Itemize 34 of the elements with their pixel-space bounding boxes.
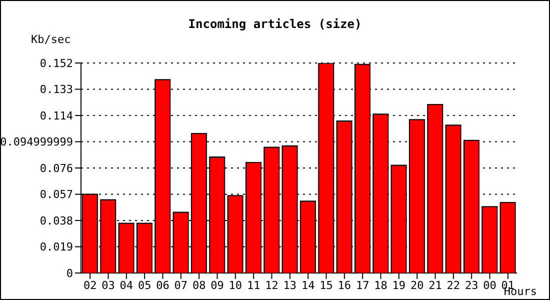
x-tick-label: 02 — [83, 278, 97, 292]
y-axis-title: Kb/sec — [31, 33, 71, 46]
chart-title: Incoming articles (size) — [187, 17, 363, 31]
x-tick-label: 04 — [120, 278, 134, 292]
x-tick-label: 03 — [102, 278, 115, 292]
x-tick-label: 09 — [210, 278, 224, 292]
x-tick-label: 20 — [410, 278, 424, 292]
x-tick-label: 14 — [301, 278, 316, 292]
y-tick-label: 0.152 — [40, 56, 73, 70]
x-tick-label: 08 — [192, 278, 206, 292]
y-tick-label: 0.019 — [40, 240, 73, 254]
y-tick-label: 0.076 — [40, 162, 73, 175]
x-tick-label: 10 — [228, 278, 242, 292]
y-tick-label: 0 — [66, 266, 73, 280]
x-tick-label: 22 — [446, 278, 460, 292]
x-tick-label: 05 — [138, 278, 152, 292]
y-tick-label: 0.057 — [40, 188, 73, 202]
x-tick-label: 11 — [246, 278, 260, 292]
x-tick-label: 15 — [320, 278, 333, 292]
y-tick-label: 0.114 — [40, 109, 74, 122]
x-tick-label: 00 — [483, 278, 496, 292]
x-tick-label: 07 — [174, 278, 188, 292]
x-tick-label: 17 — [356, 278, 370, 292]
x-tick-label: 23 — [464, 278, 478, 292]
x-tick-label: 19 — [392, 278, 406, 292]
y-tick-label: 0.094999999 — [0, 136, 73, 149]
x-tick-label: 06 — [156, 278, 170, 292]
x-tick-label: 12 — [265, 278, 278, 292]
x-tick-label: 16 — [338, 278, 352, 292]
x-tick-label: 13 — [283, 278, 297, 292]
x-tick-label: 21 — [428, 278, 442, 292]
y-tick-label: 0.133 — [40, 83, 73, 96]
x-tick-label: 18 — [374, 278, 388, 292]
y-tick-label: 0.038 — [40, 214, 73, 228]
